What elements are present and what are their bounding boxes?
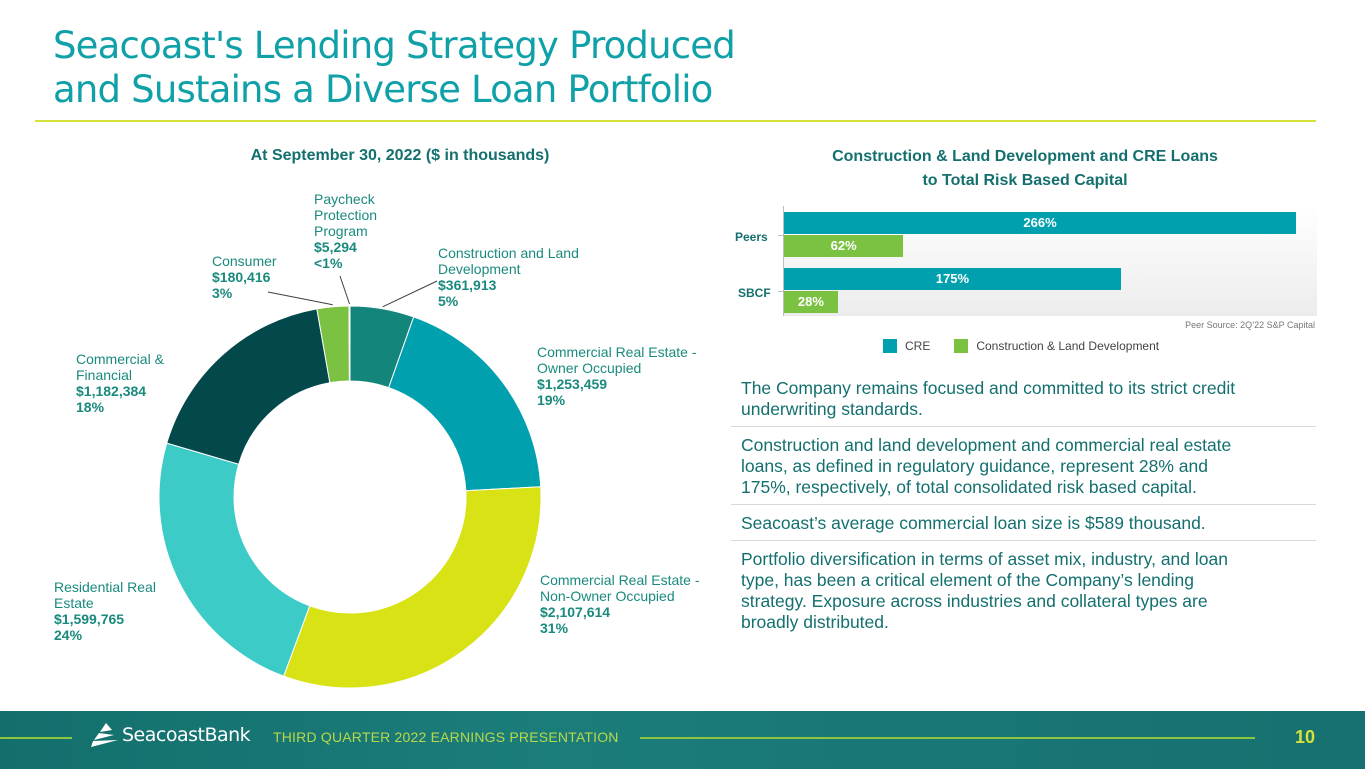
- bar-chart-axis: [783, 206, 784, 316]
- donut-slice-2: [283, 486, 542, 689]
- slice-label-name: Commercial Real Estate - Non-Owner Occup…: [540, 572, 700, 604]
- bar-sbcf-construction: 28%: [784, 291, 838, 313]
- y-axis-tick: [778, 235, 783, 236]
- slice-label-value: $2,107,614: [540, 604, 611, 620]
- slice-label-value: $5,294: [314, 239, 357, 255]
- donut-slice-1: [388, 316, 542, 492]
- slide-title: Seacoast's Lending Strategy Produced and…: [53, 24, 736, 112]
- footer-line-right: [640, 737, 1255, 739]
- donut-chart: [158, 275, 542, 689]
- footer-presentation-title: THIRD QUARTER 2022 EARNINGS PRESENTATION: [273, 729, 619, 745]
- donut-chart-title: At September 30, 2022 ($ in thousands): [250, 147, 550, 164]
- bar-peers-construction: 62%: [784, 235, 904, 257]
- label-construction: Construction and Land Development $361,9…: [438, 245, 588, 309]
- bullet-list: The Company remains focused and committe…: [731, 376, 1316, 639]
- bar-chart-title: Construction & Land Development and CRE …: [832, 148, 1218, 189]
- legend-label: CRE: [905, 339, 931, 353]
- logo-text: SeacoastBank: [122, 724, 251, 746]
- bar-chart-legend: CRE Construction & Land Development: [883, 339, 1183, 353]
- leader-line: [267, 291, 333, 306]
- slice-label-value: $361,913: [438, 277, 497, 293]
- leader-line: [339, 275, 350, 305]
- legend-swatch-cre: [883, 339, 897, 353]
- bullet-item: The Company remains focused and committe…: [731, 376, 1316, 427]
- seacoast-logo: SeacoastBank: [90, 722, 251, 748]
- slice-label-value: $1,599,765: [54, 611, 125, 627]
- title-line-1: Seacoast's Lending Strategy Produced: [53, 24, 736, 67]
- bar-sbcf-cre: 175%: [784, 268, 1121, 290]
- slice-label-name: Commercial Real Estate - Owner Occupied: [537, 344, 697, 376]
- legend-label: Construction & Land Development: [976, 339, 1160, 353]
- legend-item-cre: CRE: [883, 339, 930, 353]
- legend-swatch-construction: [954, 339, 969, 353]
- slice-label-pct: 19%: [537, 392, 566, 408]
- label-residential: Residential Real Estate $1,599,765 24%: [54, 579, 169, 643]
- donut-slice-4: [166, 308, 331, 465]
- bullet-item: Seacoast’s average commercial loan size …: [731, 505, 1316, 541]
- y-axis-label: SBCF: [738, 286, 771, 300]
- slice-label-pct: 24%: [54, 627, 83, 643]
- label-consumer: Consumer $180,416 3%: [212, 253, 292, 301]
- donut-slice-3: [158, 442, 311, 677]
- page-number: 10: [1295, 727, 1316, 747]
- bar-peers-cre: 266%: [784, 212, 1296, 234]
- bullet-item: Portfolio diversification in terms of as…: [741, 549, 1228, 632]
- slice-label-pct: <1%: [314, 255, 343, 271]
- y-axis-tick: [778, 291, 783, 292]
- peer-source-note: Peer Source: 2Q’22 S&P Capital: [1185, 320, 1315, 330]
- footer-bar: [0, 711, 1365, 769]
- title-divider: [35, 120, 1316, 122]
- slice-label-name: Consumer: [212, 253, 277, 269]
- legend-item-construction: Construction & Land Development: [954, 339, 1159, 353]
- slice-label-pct: 5%: [438, 293, 459, 309]
- sail-logo-icon: [91, 723, 118, 747]
- bullet-item: Construction and land development and co…: [731, 427, 1316, 505]
- leader-line: [382, 280, 438, 308]
- footer-line-left: [0, 737, 72, 739]
- slice-label-name: Residential Real Estate: [54, 579, 156, 611]
- slice-label-pct: 31%: [540, 620, 569, 636]
- label-ppp: Paycheck Protection Program $5,294 <1%: [314, 191, 394, 271]
- slice-label-value: $1,253,459: [537, 376, 608, 392]
- slice-label-name: Construction and Land Development: [438, 245, 579, 277]
- label-cre-non-owner: Commercial Real Estate - Non-Owner Occup…: [540, 572, 715, 636]
- slice-label-pct: 18%: [76, 399, 105, 415]
- donut-slice-6: [348, 305, 351, 382]
- slice-label-pct: 3%: [212, 285, 233, 301]
- title-line-2: and Sustains a Diverse Loan Portfolio: [53, 68, 713, 111]
- label-cre-owner: Commercial Real Estate - Owner Occupied …: [537, 344, 707, 408]
- slice-label-value: $1,182,384: [76, 383, 147, 399]
- slice-label-name: Commercial & Financial: [76, 351, 164, 383]
- label-commercial-financial: Commercial & Financial $1,182,384 18%: [76, 351, 166, 415]
- slice-label-name: Paycheck Protection Program: [314, 191, 378, 239]
- slice-label-value: $180,416: [212, 269, 271, 285]
- y-axis-label: Peers: [735, 230, 768, 244]
